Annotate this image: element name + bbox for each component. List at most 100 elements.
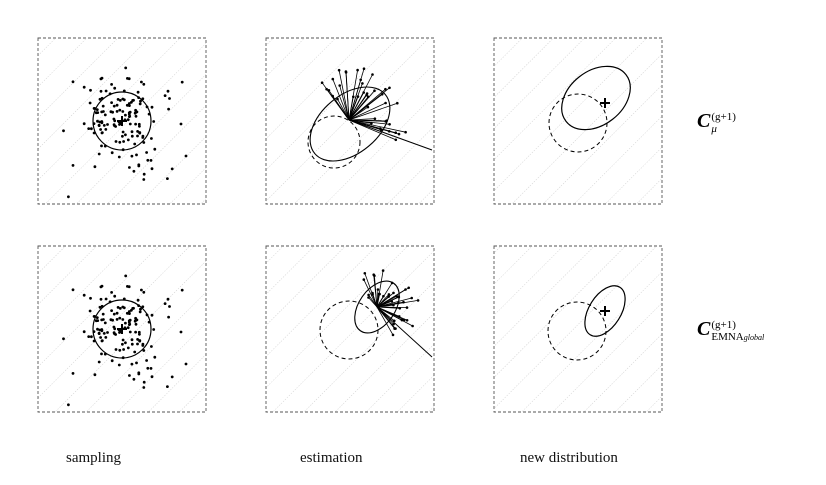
panel-sampling-row2 — [37, 245, 207, 413]
sample-point — [142, 290, 146, 294]
sample-point — [122, 140, 125, 143]
sample-point — [118, 316, 122, 320]
row-label-cemna: C (g+1) EMNAglobal — [697, 318, 764, 344]
sample-point — [114, 125, 117, 128]
step-vector — [348, 83, 363, 121]
subscript: μ — [711, 123, 717, 136]
sample-point — [124, 113, 127, 117]
sample-point — [103, 113, 107, 117]
sample-point — [126, 326, 130, 330]
long-step-vector — [348, 119, 433, 151]
sample-point — [100, 339, 104, 342]
sample-point — [136, 298, 140, 302]
sample-point — [110, 83, 113, 86]
sample-point — [121, 97, 125, 101]
step-endpoint — [407, 286, 411, 290]
step-endpoint — [392, 322, 395, 326]
sample-point — [126, 77, 129, 80]
step-endpoint — [397, 132, 401, 136]
sample-point — [127, 112, 131, 116]
sample-point — [126, 346, 130, 350]
sample-point — [67, 403, 70, 407]
step-vector — [348, 70, 358, 121]
sample-point — [110, 151, 114, 155]
step-vector — [376, 306, 394, 336]
sample-point — [134, 108, 138, 112]
step-endpoint — [344, 70, 348, 73]
step-vector — [372, 292, 378, 308]
step-endpoint — [405, 319, 409, 322]
sample-point — [97, 331, 101, 335]
step-endpoint — [394, 327, 397, 330]
step-vector — [348, 102, 386, 121]
sample-point — [98, 328, 102, 332]
step-vector — [348, 102, 398, 121]
sample-point — [124, 274, 128, 278]
superscript: (g+1) — [711, 318, 736, 331]
sample-point — [121, 110, 125, 113]
sample-point — [153, 355, 157, 359]
sample-point — [96, 327, 99, 331]
sample-point — [179, 122, 183, 126]
sample-point — [127, 323, 131, 326]
step-endpoint — [404, 288, 407, 291]
sample-point — [114, 140, 118, 143]
sample-point — [134, 316, 138, 320]
new-distribution-ellipse — [561, 65, 631, 131]
sample-point — [112, 104, 116, 108]
sample-point — [103, 321, 107, 325]
step-endpoint — [371, 291, 374, 295]
sample-point — [97, 123, 101, 127]
sample-point — [127, 374, 131, 377]
sample-point — [150, 167, 154, 171]
sample-point — [127, 166, 131, 169]
step-endpoint — [381, 269, 385, 272]
step-endpoint — [362, 278, 366, 281]
step-vector — [348, 119, 406, 133]
sample-point — [101, 104, 105, 108]
matrix-symbol: C — [697, 318, 711, 340]
sample-point — [128, 330, 132, 334]
sample-point — [101, 312, 105, 316]
sample-point — [110, 101, 113, 104]
sample-point — [110, 309, 113, 312]
sample-point — [138, 332, 141, 336]
sample-point — [130, 130, 134, 134]
estimated-ellipse — [309, 86, 391, 162]
sample-point — [180, 288, 184, 292]
subscript-sub: global — [743, 332, 765, 342]
sample-point — [117, 363, 121, 367]
sample-point — [99, 128, 102, 131]
step-endpoint — [359, 78, 363, 82]
sample-point — [138, 339, 142, 342]
sample-point — [67, 195, 70, 199]
sample-point — [149, 159, 153, 162]
new-distribution-ellipse — [584, 285, 626, 337]
step-vector — [348, 119, 387, 122]
panel-sampling-row1 — [37, 37, 207, 205]
caption-new-distribution: new distribution — [520, 450, 618, 466]
long-step-vector — [376, 306, 433, 358]
sample-point — [166, 297, 170, 301]
sample-point — [125, 103, 129, 107]
sample-point — [104, 89, 108, 93]
sample-point — [142, 380, 146, 384]
step-endpoint — [396, 101, 399, 105]
sample-point — [82, 293, 86, 297]
sample-point — [62, 129, 65, 133]
sample-point — [115, 311, 119, 315]
panel-new-distribution-row1 — [493, 37, 663, 205]
sample-point — [95, 316, 99, 319]
sample-point — [104, 297, 108, 301]
sample-points — [62, 66, 188, 199]
sample-point — [102, 332, 106, 335]
sample-point — [130, 338, 134, 342]
sample-point — [96, 119, 99, 123]
sample-point — [142, 386, 146, 389]
step-vectors — [362, 269, 433, 358]
step-endpoint — [338, 84, 342, 87]
step-vector — [363, 279, 378, 308]
estimated-ellipse — [354, 280, 400, 334]
step-endpoint — [405, 306, 409, 309]
step-endpoint — [356, 68, 359, 72]
